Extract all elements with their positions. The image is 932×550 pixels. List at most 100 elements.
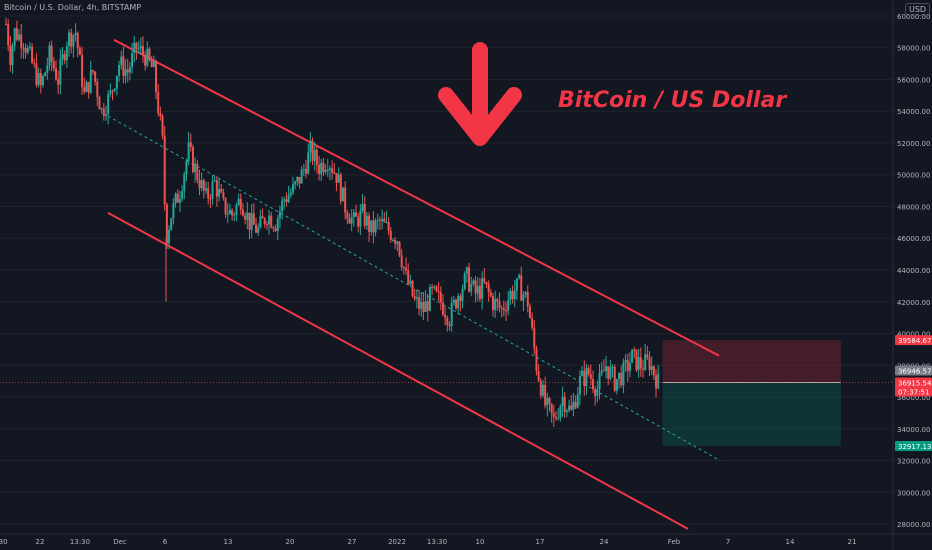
- candle-body: [20, 34, 23, 48]
- candle-body: [272, 227, 275, 229]
- candle-body: [26, 47, 29, 53]
- candle-body: [63, 54, 66, 61]
- y-tick-label: 34000.00: [897, 426, 930, 434]
- candle-body: [122, 56, 125, 76]
- candle-body: [511, 291, 514, 300]
- candle-body: [598, 373, 601, 390]
- x-tick-label: 7: [726, 538, 730, 546]
- candle-body: [331, 168, 334, 173]
- candle-body: [113, 88, 116, 91]
- candle-body: [463, 273, 466, 290]
- candle-body: [155, 61, 158, 92]
- candle-body: [583, 370, 586, 387]
- candle-body: [159, 113, 162, 117]
- candle-body: [500, 307, 503, 309]
- candle-body: [107, 93, 110, 115]
- candle-body: [476, 285, 479, 294]
- down-arrow-icon[interactable]: [438, 42, 522, 146]
- take-profit-zone[interactable]: [662, 382, 841, 446]
- candle-body: [544, 384, 547, 406]
- candle-body: [337, 174, 340, 183]
- candle-body: [389, 230, 392, 241]
- candle-body: [368, 215, 371, 232]
- candle-body: [255, 224, 258, 233]
- stop-loss-zone[interactable]: [662, 340, 841, 383]
- candle-body: [539, 380, 542, 396]
- candle-body: [622, 362, 625, 386]
- candle-body: [552, 413, 555, 417]
- candle-body: [120, 56, 123, 65]
- candle-body: [352, 212, 355, 217]
- candle-body: [572, 402, 575, 410]
- candle-body: [263, 218, 266, 225]
- candle-body: [126, 69, 129, 73]
- y-tick-label: 48000.00: [897, 203, 930, 211]
- candle-body: [91, 70, 94, 72]
- candle-body: [28, 46, 31, 48]
- candle-body: [307, 152, 310, 174]
- candle-body: [76, 32, 79, 49]
- candle-body: [596, 389, 599, 396]
- currency-badge[interactable]: USD: [905, 3, 931, 16]
- candle-body: [581, 370, 584, 376]
- candle-body: [178, 198, 181, 203]
- candle-body: [194, 163, 197, 173]
- candle-body: [333, 172, 336, 174]
- candle-body: [568, 405, 571, 411]
- candle-body: [563, 396, 566, 412]
- candle-body: [205, 188, 208, 191]
- candle-body: [626, 360, 629, 371]
- y-tick-label: 40000.00: [897, 331, 930, 339]
- candle-body: [370, 220, 373, 232]
- target-price-label-bg: [895, 440, 932, 451]
- candle-body: [424, 301, 427, 312]
- current-price-label-bg: [895, 377, 932, 388]
- channel-upper-line[interactable]: [113, 38, 720, 357]
- channel-lower-line[interactable]: [107, 211, 689, 530]
- candle-body: [241, 209, 244, 216]
- candle-body: [218, 188, 221, 197]
- candle-body: [61, 54, 64, 60]
- candle-body: [578, 375, 581, 395]
- candle-body: [252, 213, 255, 225]
- candle-body: [274, 228, 277, 231]
- x-tick-label: 17: [536, 538, 545, 546]
- candle-body: [305, 168, 308, 174]
- candle-body: [196, 163, 199, 180]
- candle-body: [433, 286, 436, 288]
- candle-body: [326, 169, 329, 171]
- channel-mid-line[interactable]: [107, 115, 721, 461]
- candle-body: [459, 296, 462, 301]
- candle-body: [187, 142, 190, 162]
- candle-body: [139, 46, 142, 49]
- candle-body: [78, 48, 81, 55]
- candle-body: [235, 204, 238, 215]
- candle-body: [87, 82, 90, 93]
- candle-body: [291, 184, 294, 193]
- candle-body: [150, 59, 153, 67]
- candle-body: [261, 216, 264, 219]
- bar-countdown-label-bg: [895, 386, 932, 397]
- candle-body: [346, 212, 349, 219]
- candle-body: [118, 64, 121, 76]
- candle-body: [11, 45, 14, 66]
- x-tick-label: :30: [0, 538, 8, 546]
- candle-body: [9, 45, 12, 66]
- x-tick-label: 13: [224, 538, 233, 546]
- candle-body: [561, 396, 564, 407]
- candle-body: [148, 48, 151, 60]
- candle-body: [491, 296, 494, 310]
- candle-body: [624, 360, 627, 363]
- candle-body: [311, 140, 314, 161]
- candle-body: [344, 187, 347, 213]
- symbol-legend[interactable]: Bitcoin / U.S. Dollar, 4h, BITSTAMP: [4, 3, 142, 12]
- chart-annotation-text[interactable]: BitCoin / US Dollar: [558, 88, 787, 113]
- candle-body: [415, 297, 418, 299]
- candle-body: [281, 200, 284, 212]
- candle-body: [211, 181, 214, 199]
- candle-body: [33, 62, 36, 64]
- candle-body: [509, 291, 512, 300]
- candle-body: [313, 149, 316, 161]
- candle-body: [100, 108, 103, 110]
